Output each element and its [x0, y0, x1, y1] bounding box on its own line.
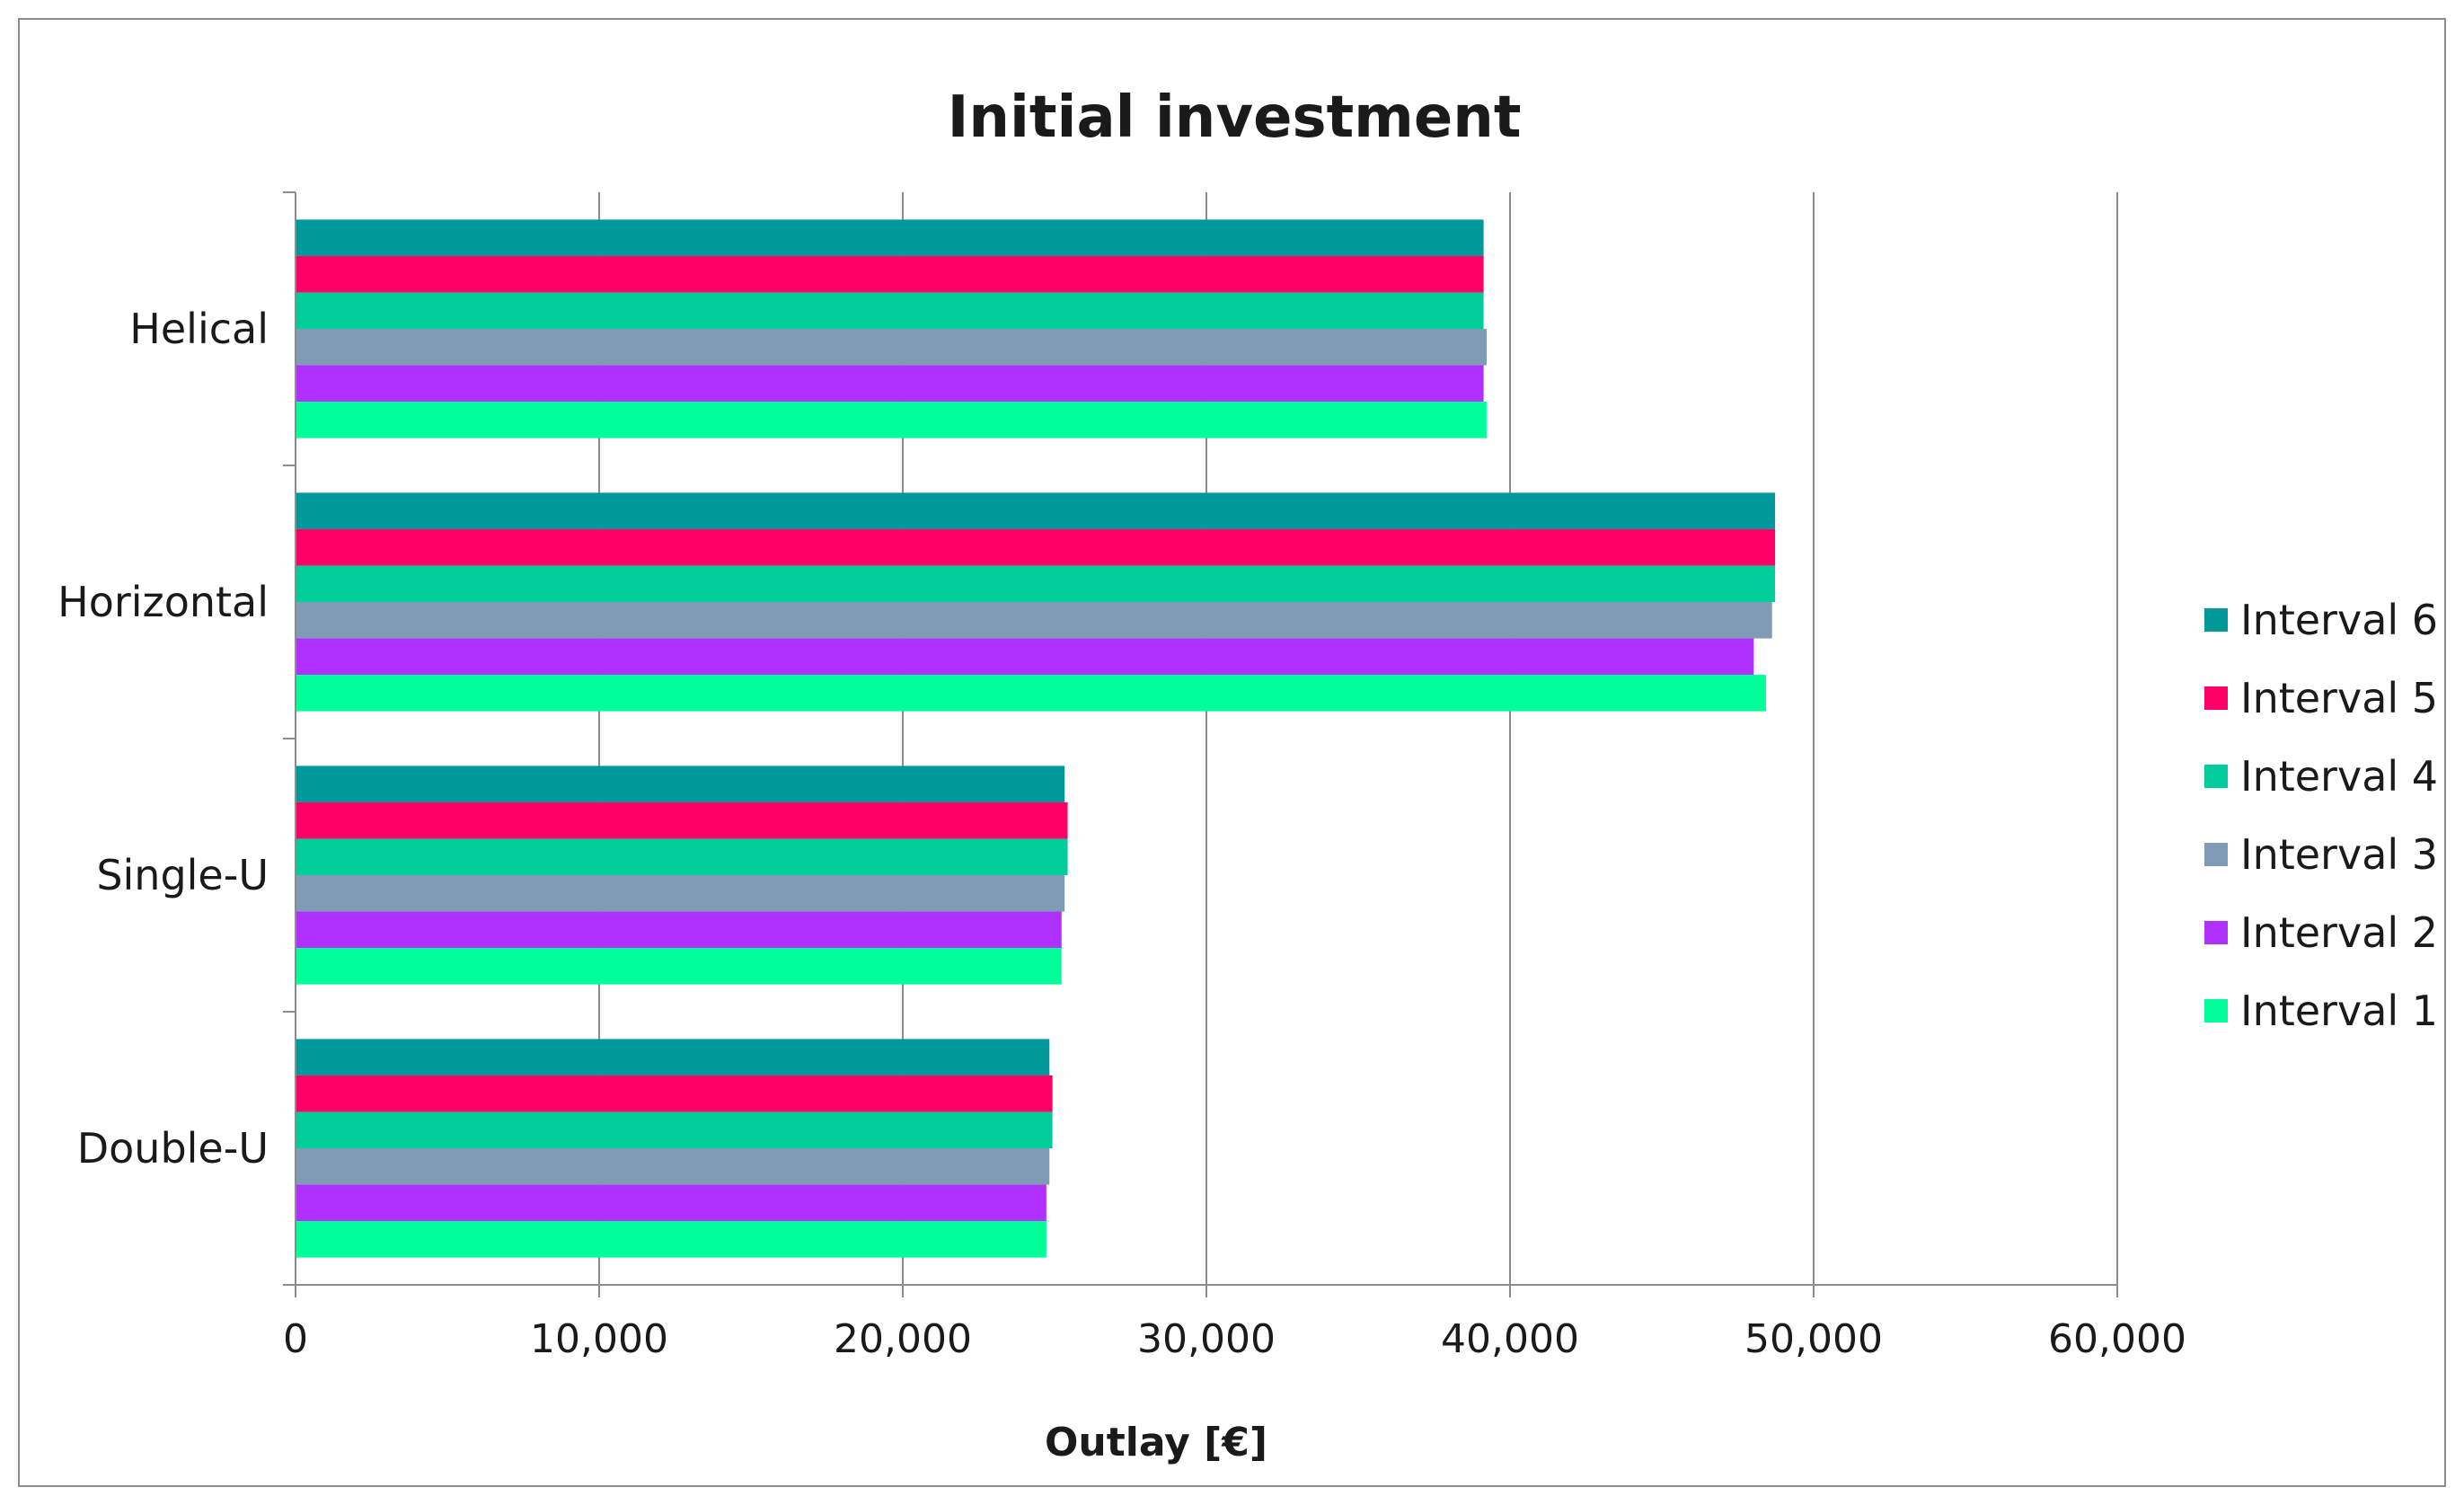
x-tick-label: 30,000	[1137, 1316, 1276, 1362]
legend-label: Interval 4	[2240, 752, 2438, 801]
legend-label: Interval 5	[2240, 674, 2438, 722]
bar	[296, 948, 1062, 985]
chart-title: Initial investment	[948, 84, 1522, 151]
legend-swatch	[2204, 921, 2228, 944]
bar	[296, 1039, 1050, 1076]
legend-label: Interval 1	[2240, 987, 2438, 1035]
legend-item: Interval 1	[2204, 987, 2438, 1035]
category-label: Horizontal	[57, 578, 269, 626]
x-tick-label: 40,000	[1441, 1316, 1579, 1362]
legend-item: Interval 2	[2204, 908, 2438, 957]
bar	[296, 1075, 1053, 1112]
bar	[296, 255, 1484, 293]
bar	[296, 838, 1068, 875]
category-labels: Helical Horizontal Single-U Double-U	[57, 305, 269, 1173]
x-tick-labels: 0 10,000 20,000 30,000 40,000 50,000 60,000	[283, 1316, 2186, 1362]
legend-swatch	[2204, 843, 2228, 866]
legend-label: Interval 2	[2240, 908, 2438, 957]
legend-label: Interval 3	[2240, 830, 2438, 879]
x-tick-label: 10,000	[530, 1316, 668, 1362]
bar	[296, 875, 1065, 912]
bar	[296, 1221, 1047, 1258]
bar	[296, 1148, 1050, 1185]
category-label: Helical	[129, 305, 269, 353]
bar	[296, 292, 1484, 329]
bar	[296, 801, 1068, 839]
category-label: Single-U	[96, 851, 269, 899]
legend-item: Interval 6	[2204, 596, 2438, 644]
category-label: Double-U	[77, 1124, 269, 1173]
chart-frame: Initial investment 0 10,000 20,000 30,000 40…	[18, 18, 2446, 1487]
x-tick-label: 20,000	[834, 1316, 972, 1362]
bar	[296, 219, 1484, 256]
bar	[296, 675, 1766, 712]
bar	[296, 402, 1487, 438]
bar	[296, 1111, 1053, 1148]
x-tick-label: 0	[283, 1316, 308, 1362]
legend-item: Interval 4	[2204, 752, 2438, 801]
bars	[296, 219, 1776, 1258]
bar	[296, 329, 1487, 366]
legend-swatch	[2204, 999, 2228, 1023]
legend-swatch	[2204, 608, 2228, 632]
bar	[296, 492, 1776, 529]
bar	[296, 565, 1776, 602]
legend-swatch	[2204, 765, 2228, 788]
bar	[296, 638, 1754, 676]
legend: Interval 6 Interval 5 Interval 4 Interval 3…	[2204, 596, 2438, 1035]
chart-svg: Initial investment 0 10,000 20,000 30,000 40…	[57, 84, 2438, 1465]
legend-item: Interval 3	[2204, 830, 2438, 879]
bar	[296, 528, 1776, 566]
x-tick-label: 50,000	[1744, 1316, 1883, 1362]
legend-item: Interval 5	[2204, 674, 2438, 722]
legend-label: Interval 6	[2240, 596, 2438, 644]
axes	[283, 191, 2118, 1297]
bar	[296, 602, 1772, 639]
bar	[296, 1184, 1047, 1222]
bar	[296, 911, 1062, 949]
x-tick-label: 60,000	[2048, 1316, 2186, 1362]
bar	[296, 766, 1065, 802]
legend-swatch	[2204, 686, 2228, 710]
x-axis-title: Outlay [€]	[1045, 1420, 1267, 1465]
bar	[296, 365, 1484, 403]
